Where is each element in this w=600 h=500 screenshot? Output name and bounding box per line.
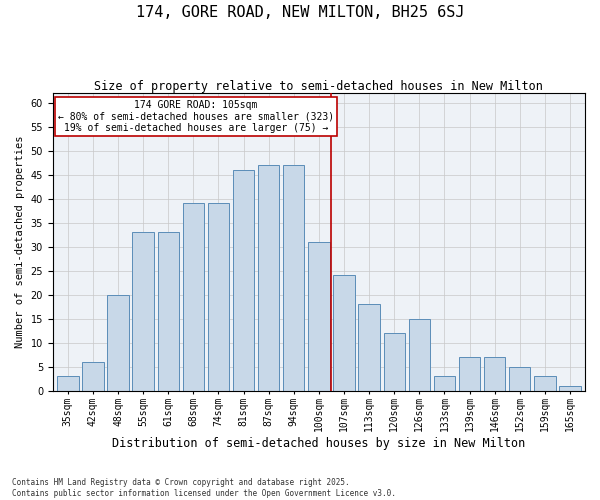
Y-axis label: Number of semi-detached properties: Number of semi-detached properties xyxy=(15,136,25,348)
Bar xyxy=(434,376,455,390)
Bar xyxy=(133,232,154,390)
Title: Size of property relative to semi-detached houses in New Milton: Size of property relative to semi-detach… xyxy=(94,80,544,93)
Bar xyxy=(534,376,556,390)
Bar xyxy=(409,318,430,390)
Bar xyxy=(158,232,179,390)
Bar xyxy=(383,333,405,390)
Text: Contains HM Land Registry data © Crown copyright and database right 2025.
Contai: Contains HM Land Registry data © Crown c… xyxy=(12,478,396,498)
Bar xyxy=(182,204,204,390)
Bar xyxy=(334,276,355,390)
Bar xyxy=(484,357,505,390)
Bar xyxy=(208,204,229,390)
Text: 174 GORE ROAD: 105sqm
← 80% of semi-detached houses are smaller (323)
19% of sem: 174 GORE ROAD: 105sqm ← 80% of semi-deta… xyxy=(58,100,334,134)
Bar xyxy=(509,366,530,390)
Bar xyxy=(459,357,480,390)
Bar xyxy=(57,376,79,390)
Bar xyxy=(233,170,254,390)
Bar xyxy=(107,294,129,390)
Bar xyxy=(559,386,581,390)
Bar xyxy=(258,165,280,390)
Bar xyxy=(283,165,304,390)
Bar xyxy=(358,304,380,390)
Bar xyxy=(82,362,104,390)
X-axis label: Distribution of semi-detached houses by size in New Milton: Distribution of semi-detached houses by … xyxy=(112,437,526,450)
Text: 174, GORE ROAD, NEW MILTON, BH25 6SJ: 174, GORE ROAD, NEW MILTON, BH25 6SJ xyxy=(136,5,464,20)
Bar xyxy=(308,242,329,390)
